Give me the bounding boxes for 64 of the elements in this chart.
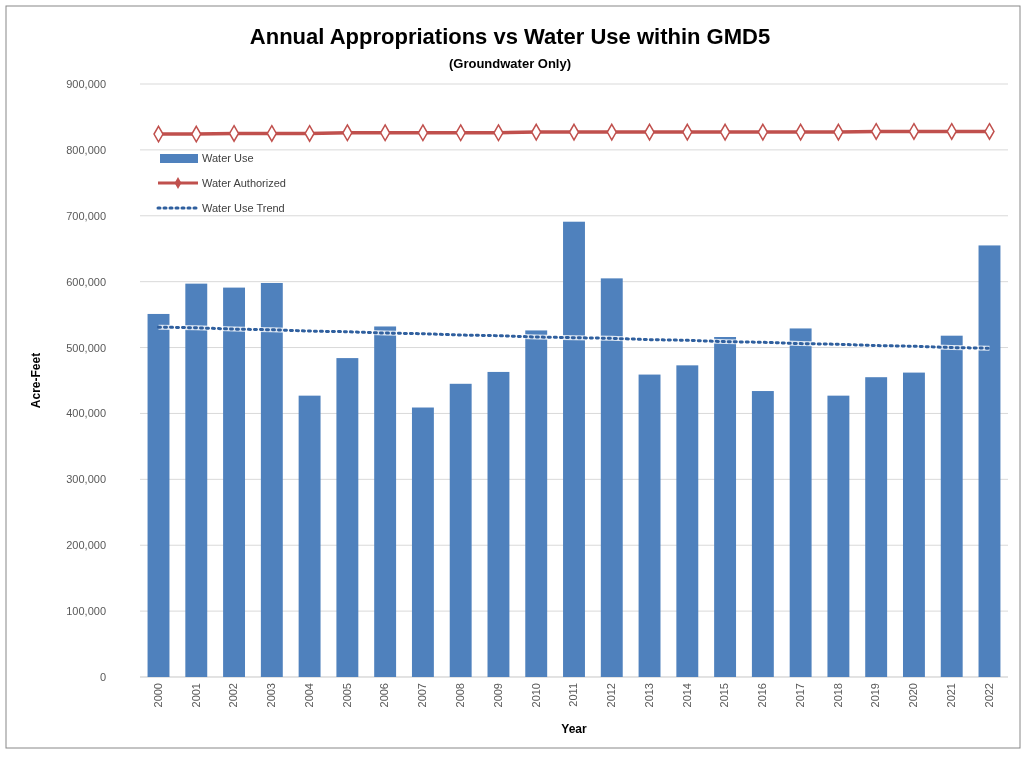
x-tick-label: 2020 xyxy=(907,683,920,708)
bar xyxy=(978,245,1001,677)
x-tick-label: 2001 xyxy=(189,683,202,708)
x-tick-label: 2004 xyxy=(302,683,315,708)
bar xyxy=(336,358,359,677)
y-tick-label: 600,000 xyxy=(66,275,106,288)
bar xyxy=(411,407,434,677)
x-tick-label: 2014 xyxy=(680,683,693,708)
x-tick-label: 2009 xyxy=(491,683,504,708)
legend-label: Water Use Trend xyxy=(202,202,285,214)
y-tick-label: 400,000 xyxy=(66,407,106,420)
bar xyxy=(676,365,699,677)
bar xyxy=(563,221,585,677)
y-axis-title: Acre-Feet xyxy=(29,352,43,409)
y-tick-label: 700,000 xyxy=(66,209,106,222)
y-tick-label: 800,000 xyxy=(66,143,106,156)
x-axis-title: Year xyxy=(561,722,588,736)
x-tick-label: 2006 xyxy=(378,683,391,708)
x-tick-label: 2016 xyxy=(756,683,769,708)
legend-label: Water Authorized xyxy=(202,177,286,189)
y-tick-label: 900,000 xyxy=(66,78,106,91)
chart-title: Annual Appropriations vs Water Use within GMD5 xyxy=(249,24,771,49)
bar xyxy=(751,391,774,677)
x-tick-label: 2015 xyxy=(718,683,731,708)
bar xyxy=(827,395,850,677)
bar xyxy=(260,282,283,677)
x-tick-label: 2003 xyxy=(265,683,278,708)
bar xyxy=(714,337,737,677)
bar xyxy=(940,335,963,677)
bar xyxy=(147,313,170,677)
x-tick-label: 2021 xyxy=(945,683,958,708)
legend-label: Water Use xyxy=(202,152,254,164)
bar xyxy=(865,377,888,677)
x-tick-label: 2010 xyxy=(529,683,542,708)
x-tick-label: 2008 xyxy=(453,683,466,708)
bar xyxy=(185,283,208,677)
bar xyxy=(449,383,472,677)
x-tick-label: 2002 xyxy=(227,683,240,708)
x-tick-label: 2017 xyxy=(793,683,806,708)
x-tick-label: 2011 xyxy=(567,683,580,707)
line-series xyxy=(156,324,992,351)
y-tick-label: 0 xyxy=(99,671,106,684)
bar xyxy=(525,330,548,677)
bar xyxy=(374,326,397,677)
y-tick-label: 300,000 xyxy=(66,473,106,486)
y-tick-label: 100,000 xyxy=(66,605,106,618)
x-tick-label: 2018 xyxy=(831,683,844,708)
chart-subtitle: (Groundwater Only) xyxy=(448,56,572,71)
x-tick-label: 2005 xyxy=(340,683,353,708)
y-tick-label: 200,000 xyxy=(66,539,106,552)
x-tick-label: 2022 xyxy=(982,683,995,708)
x-tick-label: 2013 xyxy=(642,683,655,708)
bar xyxy=(600,278,623,677)
x-tick-label: 2000 xyxy=(151,683,164,708)
bar xyxy=(298,395,321,677)
x-tick-label: 2012 xyxy=(605,683,618,708)
x-tick-label: 2019 xyxy=(869,683,882,708)
y-tick-label: 500,000 xyxy=(66,341,106,354)
bar xyxy=(789,328,812,677)
x-tick-label: 2007 xyxy=(416,683,429,708)
bar xyxy=(223,287,246,677)
bar xyxy=(638,374,661,677)
bar xyxy=(902,372,925,677)
bar xyxy=(487,371,510,677)
